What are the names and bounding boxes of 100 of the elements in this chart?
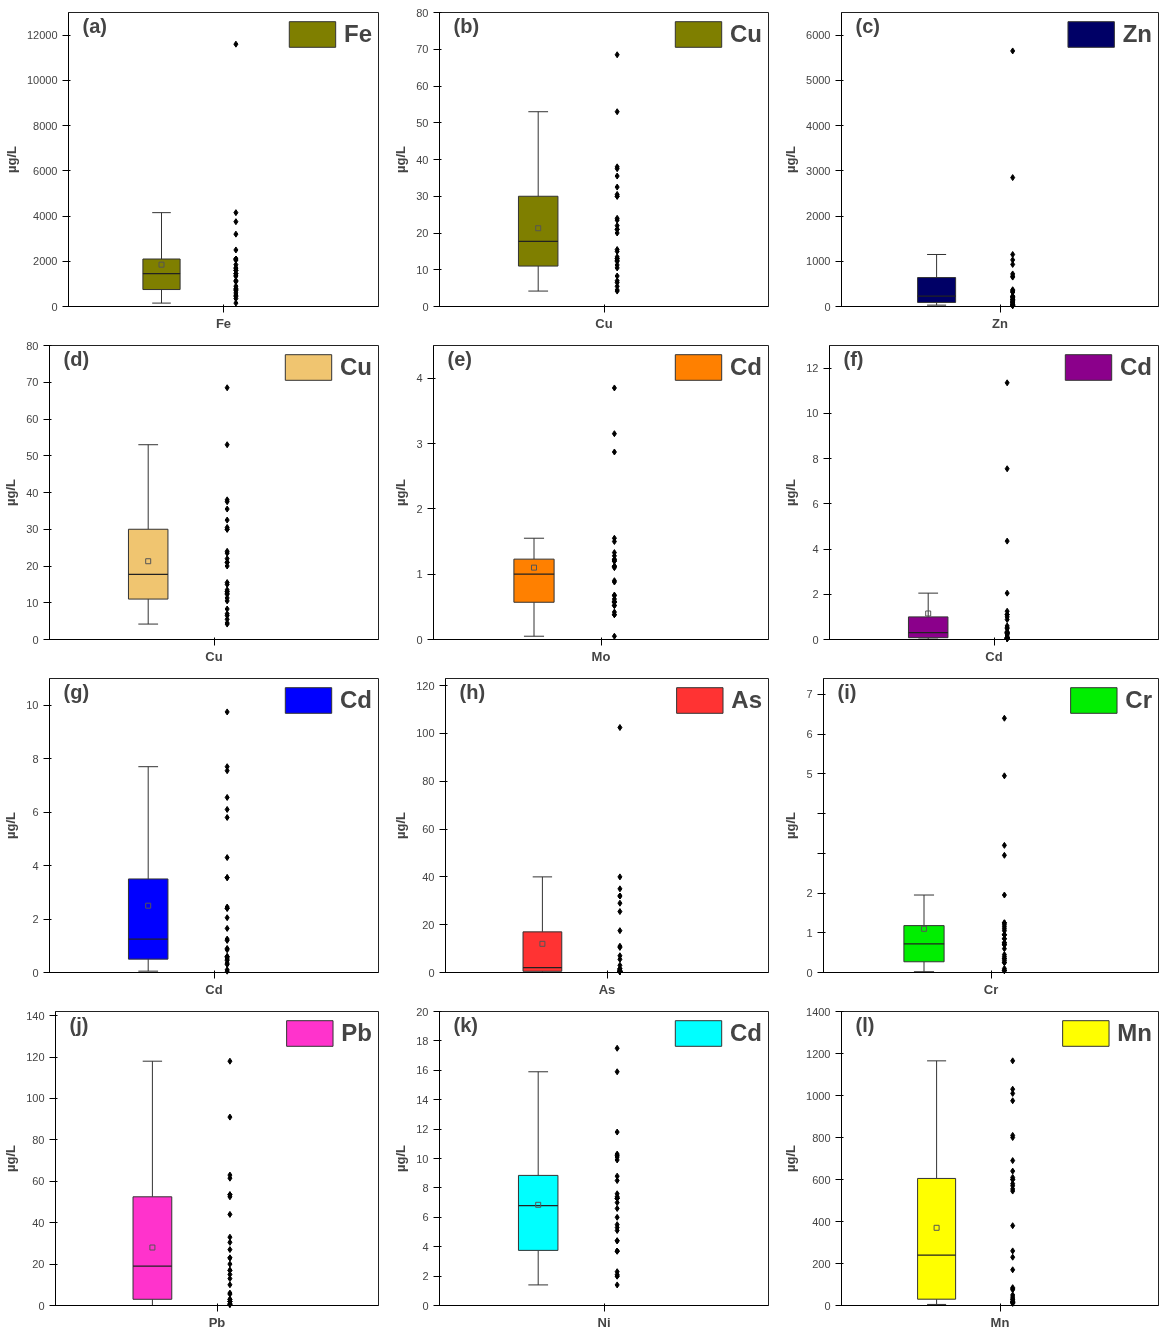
- y-tick-label: 2: [32, 913, 39, 926]
- y-tick-label: 0: [32, 633, 39, 646]
- annotation: (j): [69, 1013, 89, 1036]
- y-tick-label: 100: [26, 1092, 45, 1105]
- x-tick-label: Pb: [208, 1314, 226, 1330]
- x-tick-label: Cd: [985, 648, 1003, 664]
- y-tick-label: 120: [416, 679, 435, 692]
- y-tick-label: 20: [26, 560, 39, 572]
- y-tick-label: 400: [812, 1215, 831, 1228]
- y-tick-label: 40: [26, 486, 39, 499]
- y-tick-label: 4000: [806, 119, 831, 132]
- y-axis-title: µg/L: [3, 478, 19, 506]
- y-axis-title: µg/L: [393, 478, 409, 506]
- y-tick-label: 5: [806, 767, 813, 780]
- y-axis-title: µg/L: [783, 478, 799, 506]
- y-tick-label: 0: [51, 300, 58, 313]
- y-tick-label: 14: [416, 1093, 429, 1106]
- y-tick-label: 6000: [806, 29, 831, 42]
- y-tick-label: 50: [26, 449, 39, 462]
- y-tick-label: 20: [32, 1258, 45, 1271]
- y-tick-label: 5000: [806, 74, 831, 87]
- y-tick-label: 4: [812, 543, 819, 556]
- y-tick-label: 0: [824, 300, 831, 313]
- y-tick-label: 10: [416, 263, 429, 276]
- y-tick-label: 0: [428, 966, 435, 979]
- y-tick-label: 6: [32, 806, 39, 819]
- y-tick-label: 80: [26, 339, 39, 352]
- y-tick-label: 4: [32, 859, 39, 872]
- y-tick-label: 1400: [806, 1005, 831, 1018]
- y-tick-label: 200: [812, 1257, 831, 1270]
- y-tick-label: 0: [32, 966, 39, 979]
- y-tick-label: 40: [422, 870, 435, 883]
- annotation: (l): [855, 1013, 875, 1036]
- y-tick-label: 40: [416, 153, 429, 166]
- y-axis-title: µg/L: [393, 1144, 409, 1172]
- x-tick-label: Ni: [597, 1314, 611, 1330]
- y-axis-title: µg/L: [3, 1144, 19, 1172]
- y-tick-label: 4: [416, 372, 423, 385]
- y-tick-label: 60: [26, 413, 39, 425]
- y-tick-label: 20: [416, 227, 429, 239]
- y-tick-label: 60: [422, 823, 435, 836]
- y-tick-label: 800: [812, 1131, 831, 1144]
- y-tick-label: 1: [806, 926, 813, 939]
- y-axis-title: µg/L: [783, 811, 799, 839]
- y-tick-label: 60: [416, 80, 429, 92]
- legend-label: Cd: [730, 353, 762, 381]
- annotation: (g): [63, 680, 90, 703]
- y-axis-title: µg/L: [783, 145, 799, 173]
- y-tick-label: 6: [812, 497, 819, 510]
- annotation: (i): [837, 680, 857, 703]
- legend-label: Cu: [340, 353, 372, 381]
- y-tick-label: 80: [32, 1133, 45, 1146]
- annotation: (a): [82, 14, 107, 37]
- legend-label: Cu: [730, 20, 762, 48]
- y-axis-title: µg/L: [393, 811, 409, 839]
- y-tick-label: 16: [416, 1064, 429, 1077]
- y-tick-label: 140: [26, 1009, 45, 1022]
- y-tick-label: 40: [32, 1216, 45, 1229]
- y-tick-label: 80: [416, 6, 429, 19]
- y-tick-label: 6: [422, 1211, 429, 1224]
- y-tick-label: 1: [416, 568, 423, 581]
- x-tick-label: Cu: [205, 648, 223, 664]
- y-tick-label: 6000: [33, 164, 58, 177]
- y-axis-title: µg/L: [3, 811, 19, 839]
- annotation: (f): [843, 347, 864, 370]
- x-tick-label: As: [598, 981, 616, 997]
- x-tick-label: Zn: [992, 315, 1008, 331]
- y-tick-label: 0: [416, 633, 423, 646]
- y-tick-label: 10: [26, 596, 39, 609]
- x-tick-label: Mn: [990, 1314, 1010, 1330]
- legend-label: Zn: [1122, 20, 1152, 48]
- y-tick-label: 100: [416, 727, 435, 740]
- legend-label: Pb: [341, 1019, 372, 1047]
- y-tick-label: 8: [422, 1181, 429, 1194]
- y-tick-label: 12: [806, 362, 819, 375]
- y-tick-label: 600: [812, 1173, 831, 1186]
- legend-label: Cd: [730, 1019, 762, 1047]
- y-axis-title: µg/L: [783, 1144, 799, 1172]
- y-axis-title: µg/L: [3, 145, 19, 173]
- y-tick-label: 10: [416, 1152, 429, 1165]
- y-tick-label: 1000: [806, 255, 831, 268]
- y-tick-label: 10000: [26, 74, 58, 87]
- x-tick-label: Cd: [205, 981, 223, 997]
- y-tick-label: 4000: [33, 210, 58, 223]
- y-tick-label: 2: [422, 1270, 429, 1283]
- y-tick-label: 20: [422, 918, 435, 931]
- y-tick-label: 0: [806, 966, 813, 979]
- y-tick-label: 4: [422, 1240, 429, 1253]
- y-tick-label: 0: [38, 1299, 45, 1312]
- x-tick-label: Cu: [595, 315, 613, 331]
- y-tick-label: 1200: [806, 1047, 831, 1060]
- y-tick-label: 2: [416, 502, 423, 515]
- legend-label: Cd: [1120, 353, 1152, 381]
- y-tick-label: 8: [32, 752, 39, 765]
- y-tick-label: 2: [812, 588, 819, 601]
- annotation: (c): [855, 14, 880, 37]
- y-tick-label: 2000: [806, 210, 831, 223]
- legend-label: Fe: [343, 20, 372, 48]
- annotation: (h): [459, 680, 486, 703]
- y-tick-label: 80: [422, 775, 435, 788]
